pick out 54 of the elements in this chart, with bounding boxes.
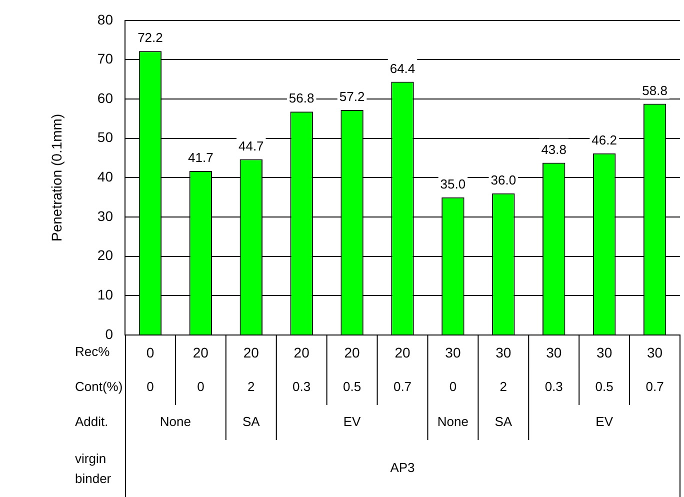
x-tick-label: 30 (445, 344, 461, 360)
y-tick-label: 60 (97, 90, 114, 106)
text: 0 (449, 379, 457, 394)
y-tick-label: 10 (97, 286, 114, 303)
text: 0.5 (343, 379, 362, 394)
data-label: 46.2 (592, 132, 617, 148)
data-label: 58.8 (642, 82, 668, 98)
y-tick-label: 70 (97, 50, 114, 67)
y-tick-label: 40 (97, 168, 114, 185)
data-label: 36.0 (490, 172, 516, 188)
y-axis-title: Penetration (0.1mm) (48, 114, 64, 242)
text: AP3 (390, 460, 415, 476)
text: Rec% (75, 344, 110, 360)
text: 0 (197, 379, 204, 394)
data-label: 43.8 (541, 142, 567, 157)
text: 2 (500, 379, 508, 394)
x-tick-label: 30 (646, 344, 663, 360)
text: Cont(%) (75, 379, 123, 394)
data-label: 44.7 (238, 138, 264, 154)
data-label: 56.8 (288, 90, 314, 106)
data-label: 35.0 (440, 176, 466, 192)
x-tick-label: 20 (294, 344, 310, 360)
text: virgin binder (75, 451, 112, 486)
text: EV (343, 414, 362, 430)
x-tick-label: 20 (192, 344, 209, 360)
text: 0 (146, 379, 154, 394)
text: 0.3 (292, 379, 311, 394)
y-tick-label: 30 (97, 208, 114, 224)
text: None (437, 414, 468, 430)
x-tick-label: 20 (344, 344, 360, 360)
x-tick-label: 30 (546, 344, 562, 360)
x-tick-label: 0 (146, 344, 154, 360)
text: EV (596, 414, 614, 430)
x-tick-label: 30 (596, 344, 612, 360)
x-tick-label: 30 (496, 344, 512, 360)
data-label: 41.7 (188, 150, 214, 166)
text: 0.5 (595, 379, 614, 394)
text: SA (494, 414, 512, 430)
text: 2 (248, 379, 255, 394)
text: Addit. (75, 414, 108, 430)
text: SA (242, 414, 260, 430)
x-tick-label: 20 (243, 344, 260, 360)
y-tick-label: 80 (97, 11, 114, 28)
data-label: 64.4 (390, 60, 416, 76)
text: 0.3 (544, 379, 563, 394)
text: None (160, 414, 191, 430)
data-label: 72.2 (138, 30, 163, 46)
y-tick-label: 0 (105, 326, 114, 342)
y-tick-label: 20 (97, 247, 114, 264)
y-tick-label: 50 (97, 129, 114, 146)
data-label: 57.2 (339, 89, 365, 104)
x-tick-label: 20 (394, 344, 410, 360)
text: 0.7 (393, 379, 412, 394)
text: 0.7 (646, 379, 664, 394)
